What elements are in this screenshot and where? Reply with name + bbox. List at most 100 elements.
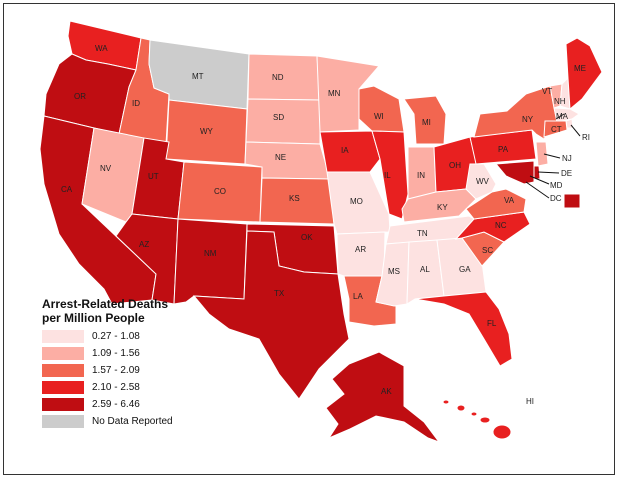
label-wv: WV [476, 177, 490, 186]
label-mi: MI [422, 118, 431, 127]
legend-item: 0.27 - 1.08 [42, 330, 173, 343]
label-wa: WA [95, 44, 108, 53]
label-il: IL [384, 171, 391, 180]
leader-nj [543, 153, 561, 159]
legend-label: 2.10 - 2.58 [92, 382, 140, 393]
label-ri: RI [582, 133, 590, 142]
label-nd: ND [272, 73, 284, 82]
legend-item: 1.57 - 2.09 [42, 364, 173, 377]
state-ct [543, 120, 568, 138]
label-ky: KY [437, 203, 448, 212]
legend-swatch [42, 415, 84, 428]
label-dc: DC [550, 194, 562, 203]
label-tx: TX [274, 289, 285, 298]
legend-item: 2.10 - 2.58 [42, 381, 173, 394]
legend-label: No Data Reported [92, 416, 173, 427]
label-ct: CT [551, 125, 562, 134]
legend-title: Arrest-Related Deaths per Million People [42, 297, 173, 325]
legend-label: 2.59 - 6.46 [92, 399, 140, 410]
state-hi-group [442, 399, 512, 440]
map-frame: WA OR CA ID NV MT WY UT AZ CO NM ND SD N… [3, 3, 615, 475]
leader-dc [525, 181, 550, 199]
state-ma [553, 107, 580, 123]
state-ak [325, 351, 441, 444]
label-ne: NE [275, 153, 286, 162]
legend-swatch [42, 364, 84, 377]
leader-lines [525, 113, 581, 199]
state-wv [465, 163, 497, 200]
label-ut: UT [148, 172, 159, 181]
legend-title-line-1: Arrest-Related Deaths [42, 297, 169, 311]
legend: Arrest-Related Deaths per Million People… [42, 297, 173, 432]
state-hi-island-5 [442, 399, 450, 405]
label-sd: SD [273, 113, 284, 122]
label-nv: NV [100, 164, 112, 173]
label-nc: NC [495, 221, 507, 230]
state-md [494, 160, 535, 185]
label-fl: FL [487, 319, 497, 328]
label-ca: CA [61, 185, 73, 194]
label-ny: NY [522, 115, 534, 124]
label-ok: OK [301, 233, 313, 242]
label-tn: TN [417, 229, 428, 238]
label-ak: AK [381, 387, 392, 396]
state-nd [247, 53, 321, 101]
label-nj: NJ [562, 154, 572, 163]
legend-swatch [42, 381, 84, 394]
label-wi: WI [374, 112, 384, 121]
label-in: IN [417, 171, 425, 180]
label-oh: OH [449, 161, 461, 170]
state-hi-island-4 [456, 404, 466, 412]
label-mn: MN [328, 89, 341, 98]
state-il [371, 130, 409, 220]
legend-label: 1.57 - 2.09 [92, 365, 140, 376]
label-co: CO [214, 187, 226, 196]
state-wi [358, 85, 405, 133]
label-de: DE [561, 169, 572, 178]
label-pa: PA [498, 145, 509, 154]
legend-swatch [42, 330, 84, 343]
us-choropleth-map: WA OR CA ID NV MT WY UT AZ CO NM ND SD N… [39, 20, 603, 444]
label-la: LA [353, 292, 363, 301]
leader-ma [555, 113, 565, 120]
leader-md [529, 175, 550, 185]
state-nm [173, 218, 248, 305]
label-id: ID [132, 99, 140, 108]
leader-ri [570, 124, 581, 137]
label-va: VA [504, 196, 515, 205]
label-or: OR [74, 92, 86, 101]
state-labels: WA OR CA ID NV MT WY UT AZ CO NM ND SD N… [61, 44, 590, 406]
state-ia [319, 130, 381, 173]
label-nm: NM [204, 249, 217, 258]
label-hi: HI [526, 397, 534, 406]
label-ar: AR [355, 245, 366, 254]
label-ms: MS [388, 267, 400, 276]
legend-item: 2.59 - 6.46 [42, 398, 173, 411]
label-ia: IA [341, 146, 349, 155]
label-vt: VT [542, 87, 552, 96]
legend-title-line-2: per Million People [42, 311, 145, 325]
state-me [565, 37, 603, 111]
state-ar [336, 231, 386, 277]
label-me: ME [574, 64, 586, 73]
leader-de [537, 171, 560, 174]
label-al: AL [420, 265, 430, 274]
state-tx [192, 230, 350, 400]
legend-swatch [42, 347, 84, 360]
label-ga: GA [459, 265, 471, 274]
state-hi [492, 424, 512, 440]
legend-swatch [42, 398, 84, 411]
state-hi-island-2 [479, 416, 491, 424]
legend-label: 0.27 - 1.08 [92, 331, 140, 342]
label-mo: MO [350, 197, 363, 206]
legend-item: 1.09 - 1.56 [42, 347, 173, 360]
label-md: MD [550, 181, 563, 190]
legend-item: No Data Reported [42, 415, 173, 428]
label-az: AZ [139, 240, 149, 249]
label-wy: WY [200, 127, 214, 136]
state-fl [414, 291, 513, 367]
legend-label: 1.09 - 1.56 [92, 348, 140, 359]
label-sc: SC [482, 246, 493, 255]
state-hi-island-3 [470, 411, 478, 417]
label-ma: MA [556, 112, 569, 121]
